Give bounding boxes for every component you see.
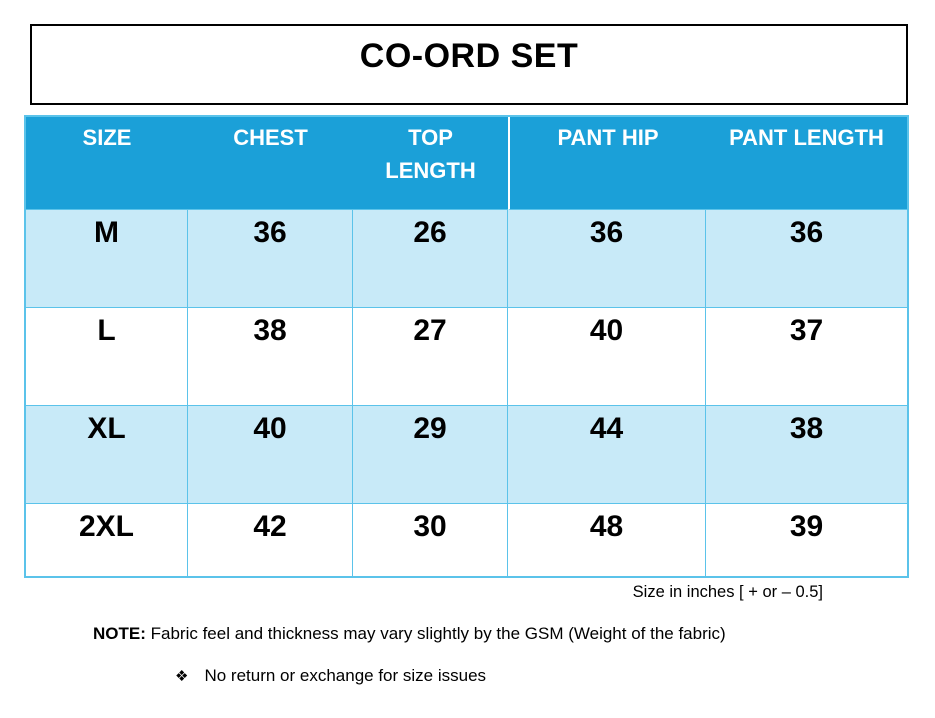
cell-chest: 42 <box>188 504 353 576</box>
column-header-size: SIZE <box>26 117 188 210</box>
column-header-pant-hip: PANT HIP <box>508 117 706 210</box>
column-header-pant-length: PANT LENGTH <box>706 117 907 210</box>
cell-chest: 36 <box>188 210 353 308</box>
note-label: NOTE: <box>93 624 146 643</box>
cell-size: 2XL <box>26 504 188 576</box>
no-return-note: ❖ No return or exchange for size issues <box>175 666 486 686</box>
cell-pant-length: 38 <box>706 406 907 504</box>
table-row-2xl: 2XL 42 30 48 39 <box>26 504 907 576</box>
cell-top-length: 26 <box>353 210 508 308</box>
table-row-l: L 38 27 40 37 <box>26 308 907 406</box>
cell-top-length: 29 <box>353 406 508 504</box>
cell-top-length: 27 <box>353 308 508 406</box>
note-text: Fabric feel and thickness may vary sligh… <box>145 624 726 643</box>
cell-chest: 40 <box>188 406 353 504</box>
table-row-xl: XL 40 29 44 38 <box>26 406 907 504</box>
cell-size: XL <box>26 406 188 504</box>
diamond-bullet-icon: ❖ <box>175 668 189 685</box>
cell-size: M <box>26 210 188 308</box>
size-unit-note: Size in inches [ + or – 0.5] <box>632 583 823 601</box>
cell-pant-length: 39 <box>789 510 824 543</box>
cell-top-length: 30 <box>353 504 508 576</box>
page-title: CO-ORD SET <box>359 37 579 75</box>
table-row-m: M 36 26 36 36 <box>26 210 907 308</box>
cell-pant-length: 37 <box>706 308 907 406</box>
column-header-top-length: TOP LENGTH <box>353 117 508 210</box>
fabric-note: NOTE: Fabric feel and thickness may vary… <box>93 624 726 644</box>
cell-pant-hip: 40 <box>508 308 706 406</box>
no-return-note-text: No return or exchange for size issues <box>204 666 487 685</box>
table-header-row: SIZE CHEST TOP LENGTH PANT HIP PANT LENG… <box>26 117 907 210</box>
cell-pant-hip: 36 <box>508 210 706 308</box>
cell-pant-hip: 48 <box>508 504 706 576</box>
cell-pant-hip: 44 <box>508 406 706 504</box>
cell-size: L <box>26 308 188 406</box>
title-box: CO-ORD SET <box>30 24 908 105</box>
cell-chest: 38 <box>188 308 353 406</box>
size-chart-table: SIZE CHEST TOP LENGTH PANT HIP PANT LENG… <box>24 115 909 578</box>
cell-pant-length: 36 <box>706 210 907 308</box>
column-header-chest: CHEST <box>188 117 353 210</box>
